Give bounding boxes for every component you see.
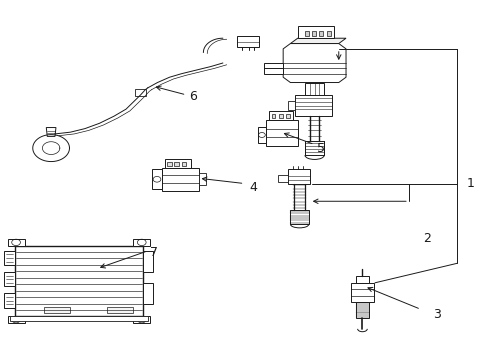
Polygon shape (142, 283, 152, 304)
Polygon shape (297, 26, 333, 38)
Polygon shape (142, 251, 152, 272)
Polygon shape (290, 210, 308, 224)
Text: 7: 7 (150, 246, 158, 259)
Polygon shape (10, 316, 147, 321)
Polygon shape (46, 127, 56, 136)
Polygon shape (305, 141, 324, 155)
Polygon shape (287, 169, 309, 184)
Polygon shape (106, 306, 133, 313)
Polygon shape (271, 114, 275, 118)
Polygon shape (350, 283, 373, 302)
Polygon shape (181, 162, 186, 166)
Polygon shape (295, 95, 331, 116)
Polygon shape (237, 36, 259, 47)
Polygon shape (355, 302, 368, 318)
Polygon shape (268, 111, 292, 120)
Polygon shape (4, 293, 15, 307)
Polygon shape (319, 31, 323, 36)
Polygon shape (305, 82, 324, 95)
Polygon shape (326, 31, 330, 36)
Polygon shape (355, 276, 368, 283)
Polygon shape (283, 44, 346, 82)
Polygon shape (44, 306, 70, 313)
Polygon shape (167, 162, 172, 166)
Polygon shape (133, 239, 150, 246)
Polygon shape (174, 162, 179, 166)
Polygon shape (133, 316, 150, 323)
Text: 3: 3 (432, 308, 440, 321)
Polygon shape (278, 114, 282, 118)
Polygon shape (164, 159, 191, 168)
Polygon shape (8, 239, 24, 246)
Text: 4: 4 (249, 181, 257, 194)
Polygon shape (198, 173, 205, 185)
Polygon shape (311, 31, 315, 36)
Polygon shape (135, 89, 146, 96)
Polygon shape (285, 114, 289, 118)
Polygon shape (278, 175, 287, 182)
Text: 5: 5 (316, 141, 325, 154)
Polygon shape (264, 63, 283, 74)
Polygon shape (287, 101, 295, 110)
Text: 1: 1 (466, 177, 474, 190)
Polygon shape (305, 31, 308, 36)
Polygon shape (265, 120, 297, 146)
Text: 2: 2 (423, 232, 430, 245)
Polygon shape (15, 246, 142, 316)
Polygon shape (8, 316, 24, 323)
Polygon shape (290, 38, 346, 44)
Polygon shape (151, 169, 162, 189)
Polygon shape (257, 127, 265, 143)
Polygon shape (4, 272, 15, 286)
Polygon shape (162, 168, 198, 191)
Text: 6: 6 (188, 90, 196, 103)
Polygon shape (4, 251, 15, 265)
